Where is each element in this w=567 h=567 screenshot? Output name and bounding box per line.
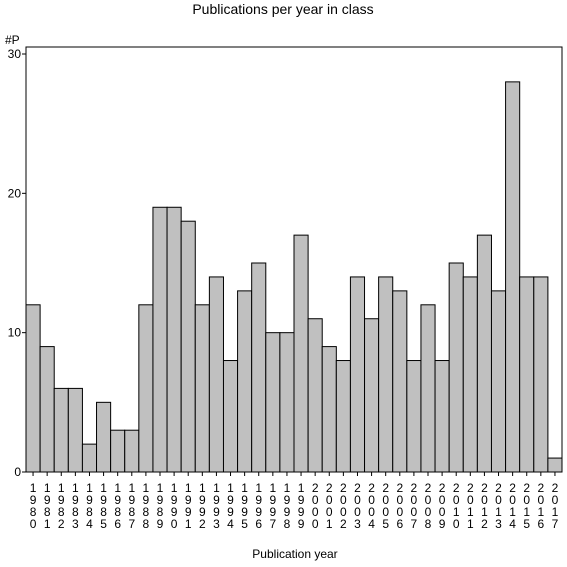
x-axis-ticks: 1 9 8 0 1 9 8 1 1 9 8 2 1 9 8 3 1 9 8 4 1 9 8 5 1 9 8 6 1 9 8 7 1 9 8 8 1 9 8 9… (30, 472, 559, 531)
bar-2003 (349, 276, 366, 473)
plot-frame (25, 46, 563, 473)
bar-2008 (420, 304, 436, 473)
bar-1993 (208, 276, 224, 473)
x-axis-label: Publication year (252, 547, 337, 561)
bar-1986 (110, 429, 126, 473)
bar-2007 (406, 360, 422, 473)
bar-2014 (505, 81, 521, 473)
bar-2006 (392, 290, 408, 473)
bar-1996 (251, 262, 267, 473)
bar-1988 (138, 304, 154, 473)
bar-2016 (533, 276, 549, 473)
y-tick-label: 0 (14, 465, 21, 479)
bar-2005 (378, 276, 394, 473)
y-tick-label: 20 (8, 186, 22, 200)
y-tick-label: 30 (8, 47, 22, 61)
chart-title: Publications per year in class (192, 1, 373, 17)
bar-1992 (194, 304, 210, 473)
bar-1989 (152, 206, 168, 473)
bar-2004 (364, 318, 380, 473)
bar-2011 (462, 276, 478, 473)
bar-1983 (67, 387, 83, 473)
bar-2009 (434, 360, 450, 473)
bar-2002 (335, 360, 351, 473)
bar-2012 (476, 234, 492, 473)
bar-1987 (124, 429, 140, 473)
bar-1998 (279, 332, 295, 473)
bar-1982 (53, 387, 69, 473)
bar-1995 (237, 290, 253, 473)
bar-2015 (519, 276, 535, 473)
bars-group (25, 81, 563, 473)
bar-1980 (25, 304, 41, 473)
bar-1991 (180, 220, 196, 473)
y-tick-label: 10 (8, 326, 22, 340)
bar-2010 (448, 262, 464, 473)
bar-2017 (547, 457, 563, 473)
bar-2000 (307, 318, 323, 473)
bar-1981 (39, 346, 55, 473)
bar-2001 (321, 346, 337, 473)
y-axis-ticks: 0 10 20 30 (8, 47, 26, 479)
bar-1994 (222, 360, 239, 473)
y-axis-label: #P (5, 33, 20, 47)
bar-1984 (81, 443, 98, 473)
bar-1999 (293, 234, 309, 473)
bar-2013 (490, 290, 507, 473)
bar-1997 (265, 332, 281, 473)
bar-1990 (166, 206, 182, 473)
bar-1985 (96, 401, 112, 473)
